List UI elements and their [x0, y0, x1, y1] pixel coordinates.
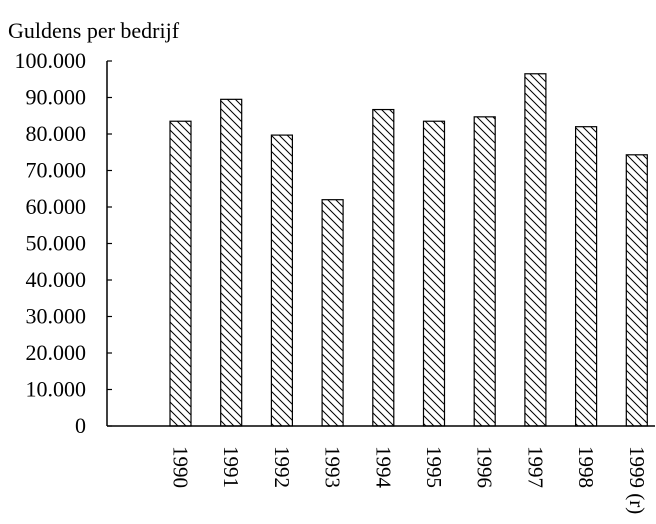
bar [422, 120, 446, 427]
bar [270, 134, 293, 427]
bar [321, 199, 344, 427]
x-tick-label: 1994 [371, 446, 395, 489]
x-tick-label: 1990 [169, 446, 193, 488]
x-tick-label: 1993 [321, 446, 345, 488]
axes [106, 61, 655, 427]
bar [372, 108, 395, 427]
bars [169, 73, 648, 427]
y-tick-label: 0 [75, 413, 86, 438]
x-tick-label: 1999 (r) [625, 446, 649, 514]
y-tick-label: 80.000 [26, 121, 87, 146]
y-tick-label: 20.000 [26, 340, 87, 365]
x-tick-label: 1992 [270, 446, 294, 488]
y-tick-label: 60.000 [26, 194, 87, 219]
x-tick-label: 1996 [473, 446, 497, 488]
x-axis-tick-labels: 1990 1991 1992 1993 1994 1995 1996 1997 1998 1999… [169, 446, 649, 514]
y-tick-label: 90.000 [26, 85, 87, 110]
y-tick-label: 40.000 [26, 267, 87, 292]
x-tick-label: 1991 [219, 446, 243, 488]
y-tick-label: 10.000 [26, 377, 87, 402]
y-axis-label: Guldens per bedrijf [8, 18, 180, 43]
x-tick-label: 1998 [574, 446, 598, 488]
y-tick-label: 100.000 [15, 48, 87, 73]
y-tick-label: 30.000 [26, 304, 87, 329]
bar [220, 98, 243, 427]
bar [473, 116, 496, 427]
x-tick-label: 1995 [422, 446, 446, 488]
y-tick-label: 70.000 [26, 158, 87, 183]
bar [524, 73, 547, 427]
y-axis-ticks: 0 10.000 20.000 30.000 40.000 50.000 60.000 70.… [15, 48, 112, 438]
bar [625, 154, 648, 427]
y-tick-label: 50.000 [26, 231, 87, 256]
x-tick-label: 1997 [523, 446, 547, 488]
bar [574, 126, 598, 427]
bar [169, 120, 192, 427]
